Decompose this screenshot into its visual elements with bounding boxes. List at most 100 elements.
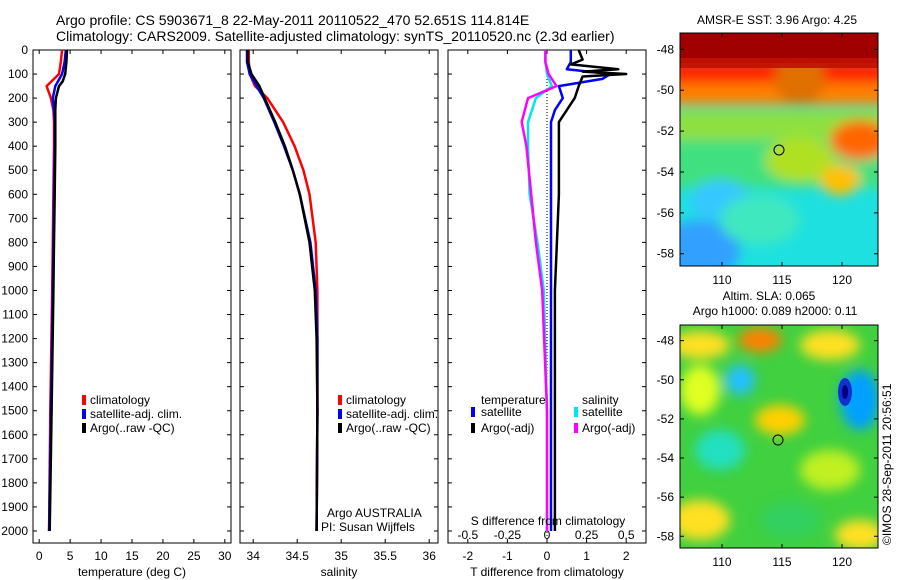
x-tick-label: 20 [156, 549, 170, 563]
x-tick-label: 35.5 [374, 549, 398, 563]
depth-tick-label: 500 [8, 163, 28, 177]
x-tick-label: 34.5 [286, 549, 310, 563]
t-diff-axis-label: T difference from climatology [470, 565, 624, 579]
legend-label-s-satellite: satellite [582, 405, 623, 419]
series-line-salinity-argo-adj- [520, 50, 558, 531]
map-lat-label: -50 [657, 373, 675, 387]
salinity-axis-label: salinity [321, 565, 358, 579]
series-group [45, 50, 69, 532]
legend-swatch-argo [82, 423, 86, 433]
legend-swatch-satellite [338, 409, 342, 419]
depth-tick-label: 1000 [1, 283, 28, 297]
map-lat-label: -48 [657, 42, 675, 56]
depth-tick-label: 1800 [1, 476, 28, 490]
sla-argo-marker [772, 434, 784, 446]
depth-tick-label: 1300 [1, 356, 28, 370]
map-lat-label: -56 [657, 490, 675, 504]
map-lat-label: -54 [657, 165, 675, 179]
x2-tick-label: -0.25 [494, 528, 522, 542]
series-line-temperature-argo-adj- [553, 50, 628, 531]
salinity-panel [239, 49, 439, 544]
legend-label-climatology: climatology [346, 393, 406, 407]
map-lat-label: -50 [657, 83, 675, 97]
legend-swatch-s-argo [574, 423, 578, 433]
map-lat-label: -54 [657, 451, 675, 465]
legend-swatch-argo [338, 423, 342, 433]
temperature-axis-label: temperature (deg C) [78, 565, 186, 579]
depth-tick-label: 1200 [1, 332, 28, 346]
x-tick-label: 0 [36, 549, 43, 563]
map-lat-label: -58 [657, 247, 675, 261]
depth-tick-label: 800 [8, 235, 28, 249]
series-group [520, 50, 628, 531]
sst-map-title: AMSR-E SST: 3.96 Argo: 4.25 [697, 13, 857, 27]
s-diff-axis-label: S difference from climatology [471, 514, 626, 528]
imos-credit: ©IMOS 28-Sep-2011 20:56:51 [880, 383, 894, 545]
depth-tick-label: 1700 [1, 452, 28, 466]
depth-tick-label: 1900 [1, 500, 28, 514]
legend-label-argo: Argo(..raw -QC) [90, 421, 175, 435]
legend-swatch-satellite [82, 409, 86, 419]
x2-tick-label: -0.5 [457, 528, 478, 542]
x-tick-label: 36 [423, 549, 437, 563]
map-lon-label: 120 [832, 273, 852, 287]
depth-tick-label: 1500 [1, 404, 28, 418]
legend-label-satellite: satellite-adj. clim. [346, 407, 438, 421]
x-tick-label: 2 [623, 549, 630, 563]
depth-tick-label: 2000 [1, 524, 28, 538]
map-lon-label: 120 [832, 555, 852, 569]
map-lat-label: -48 [657, 334, 675, 348]
x-tick-label: 5 [67, 549, 74, 563]
x-tick-label: -2 [462, 549, 473, 563]
legend-label-argo: Argo(..raw -QC) [346, 421, 431, 435]
map-lat-label: -56 [657, 206, 675, 220]
map-lat-label: -58 [657, 529, 675, 543]
x2-tick-label: 0.25 [575, 528, 599, 542]
temperature-legend: climatology satellite-adj. clim. Argo(..… [82, 393, 182, 435]
depth-tick-label: 600 [8, 187, 28, 201]
sst-map [680, 33, 878, 266]
map-lon-label: 110 [712, 273, 731, 287]
x-tick-label: 35 [335, 549, 349, 563]
series-line-argo-raw-qc- [246, 50, 319, 532]
legend-swatch-t-argo [471, 423, 475, 433]
depth-tick-label: 300 [8, 115, 28, 129]
depth-tick-label: 1600 [1, 428, 28, 442]
depth-tick-label: 0 [21, 43, 28, 57]
legend-swatch-climatology [338, 395, 342, 405]
title-line-1: Argo profile: CS 5903671_8 22-May-2011 2… [56, 12, 530, 28]
series-group [245, 50, 319, 532]
sla-map-title-2: Argo h1000: 0.089 h2000: 0.11 [693, 304, 858, 318]
map-lat-label: -52 [657, 124, 675, 138]
x-tick-label: 15 [125, 549, 139, 563]
title-line-2: Climatology: CARS2009. Satellite-adjuste… [56, 28, 615, 44]
depth-tick-label: 100 [8, 67, 28, 81]
sst-argo-marker [773, 144, 785, 156]
legend-head-salinity: salinity [582, 393, 619, 407]
depth-tick-label: 700 [8, 211, 28, 225]
map-lon-label: 115 [772, 555, 791, 569]
legend-label-t-satellite: satellite [481, 405, 522, 419]
depth-tick-label: 400 [8, 139, 28, 153]
difference-legend: temperature salinity satellite satellite… [471, 393, 635, 435]
credit-line-2: PI: Susan Wijffels [321, 520, 415, 534]
x-tick-label: 0 [544, 549, 551, 563]
legend-head-temperature: temperature [481, 393, 546, 407]
depth-tick-label: 200 [8, 91, 28, 105]
x-tick-label: 25 [187, 549, 201, 563]
sla-map-title-1: Altim. SLA: 0.065 [723, 289, 816, 303]
legend-swatch-s-satellite [574, 407, 578, 417]
map-lon-label: 110 [712, 555, 731, 569]
x-tick-label: -1 [502, 549, 513, 563]
legend-swatch-climatology [82, 395, 86, 405]
depth-tick-label: 1100 [2, 308, 28, 322]
map-lat-label: -52 [657, 412, 675, 426]
temperature-panel [32, 49, 232, 544]
x2-tick-label: 0.5 [618, 528, 635, 542]
legend-label-s-argo: Argo(-adj) [582, 421, 635, 435]
sla-map-frame [679, 324, 879, 549]
series-line-salinity-satellite [526, 50, 554, 531]
credit-line-1: Argo AUSTRALIA [327, 506, 422, 520]
sla-map [680, 325, 878, 548]
